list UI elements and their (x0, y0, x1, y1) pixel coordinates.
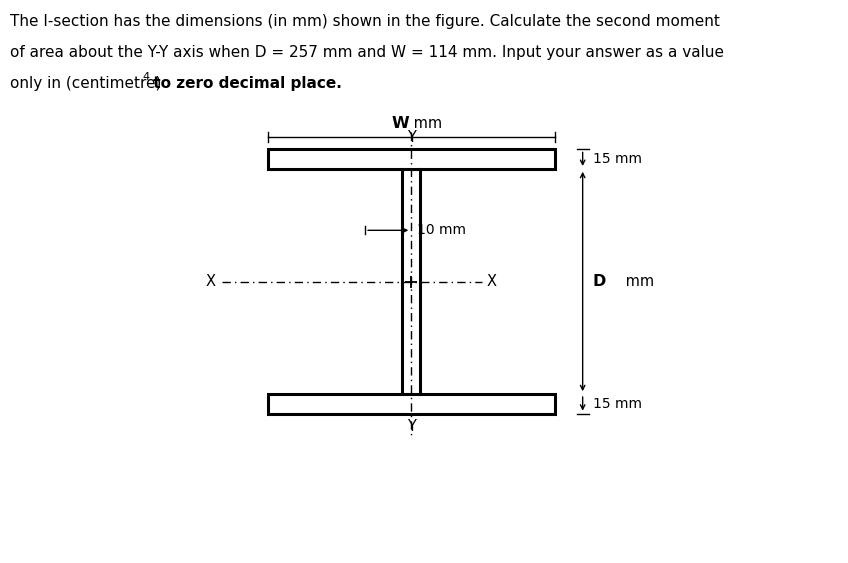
Text: X: X (487, 274, 497, 289)
Text: to zero decimal place.: to zero decimal place. (148, 76, 343, 91)
Text: 4: 4 (142, 72, 149, 82)
Text: W: W (391, 115, 409, 131)
Text: Y: Y (407, 131, 416, 145)
Text: of area about the Y-Y axis when D = 257 mm and W = 114 mm. Input your answer as : of area about the Y-Y axis when D = 257 … (10, 45, 724, 60)
Text: 10 mm: 10 mm (417, 224, 466, 238)
Text: The I-section has the dimensions (in mm) shown in the figure. Calculate the seco: The I-section has the dimensions (in mm)… (10, 14, 720, 29)
Bar (268, 394, 555, 414)
Text: mm: mm (409, 115, 442, 131)
Text: mm: mm (621, 274, 654, 289)
Text: X: X (206, 274, 215, 289)
Text: 15 mm: 15 mm (593, 397, 642, 411)
Text: 15 mm: 15 mm (593, 152, 642, 166)
Text: Y: Y (407, 419, 416, 434)
Text: only in (centimetre): only in (centimetre) (10, 76, 162, 91)
Bar (268, 149, 555, 169)
Text: D: D (593, 274, 606, 289)
